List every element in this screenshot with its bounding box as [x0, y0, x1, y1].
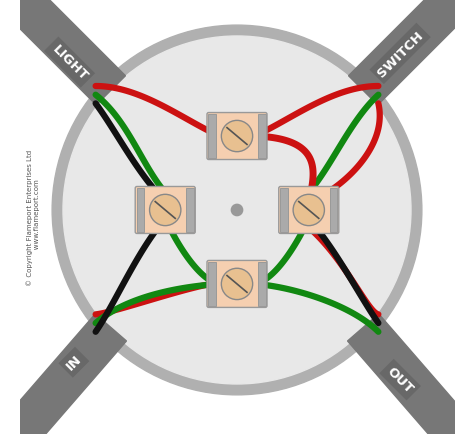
- Circle shape: [63, 37, 411, 384]
- Bar: [280, 189, 288, 232]
- Text: SWITCH: SWITCH: [374, 29, 426, 80]
- Circle shape: [52, 26, 422, 395]
- Polygon shape: [348, 0, 474, 106]
- Text: LIGHT: LIGHT: [49, 43, 90, 83]
- Bar: [137, 189, 145, 232]
- Bar: [208, 115, 216, 158]
- Text: IN: IN: [64, 352, 84, 373]
- Circle shape: [231, 205, 243, 216]
- Circle shape: [293, 195, 324, 226]
- FancyBboxPatch shape: [135, 187, 195, 234]
- Bar: [258, 263, 266, 306]
- Polygon shape: [0, 314, 127, 434]
- FancyBboxPatch shape: [279, 187, 339, 234]
- Bar: [208, 263, 216, 306]
- FancyBboxPatch shape: [207, 261, 267, 308]
- Polygon shape: [347, 314, 474, 434]
- Circle shape: [221, 121, 253, 152]
- Text: OUT: OUT: [384, 364, 416, 395]
- Circle shape: [150, 195, 181, 226]
- Bar: [329, 189, 337, 232]
- Bar: [186, 189, 194, 232]
- Text: © Copyright Flameport Enterprises Ltd
   www.flameport.com: © Copyright Flameport Enterprises Ltd ww…: [27, 149, 40, 285]
- Circle shape: [221, 269, 253, 300]
- FancyBboxPatch shape: [207, 113, 267, 160]
- Bar: [258, 115, 266, 158]
- Polygon shape: [0, 0, 126, 106]
